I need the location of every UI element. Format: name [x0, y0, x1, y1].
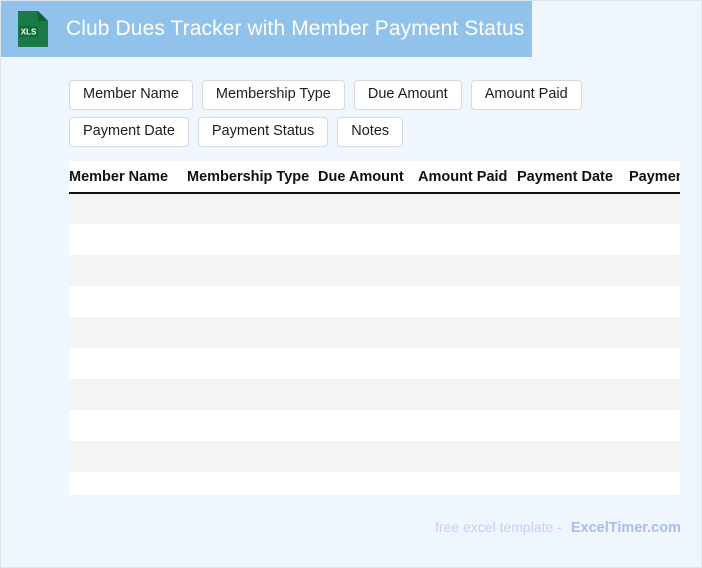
table-cell[interactable]	[517, 441, 629, 472]
table-cell[interactable]	[418, 224, 517, 255]
table-cell[interactable]	[418, 348, 517, 379]
tag-button-amount-paid[interactable]: Amount Paid	[470, 80, 582, 110]
tag-button-list: Member Name Membership Type Due Amount A…	[69, 80, 683, 147]
footer: free excel template - ExcelTimer.com	[435, 519, 681, 536]
table-cell[interactable]	[517, 193, 629, 224]
table-cell[interactable]	[187, 410, 318, 441]
tag-button-payment-date[interactable]: Payment Date	[69, 117, 189, 147]
table-cell[interactable]	[629, 379, 680, 410]
tag-button-membership-type[interactable]: Membership Type	[201, 80, 345, 110]
table-header: Member Name Membership Type Due Amount A…	[69, 161, 680, 194]
table-cell[interactable]	[318, 379, 418, 410]
table-cell[interactable]	[318, 317, 418, 348]
table-cell[interactable]	[318, 472, 418, 495]
table-cell[interactable]	[187, 348, 318, 379]
data-table-container: Member Name Membership Type Due Amount A…	[69, 161, 680, 495]
column-header-payment-date[interactable]: Payment Date	[517, 161, 629, 194]
tag-button-area: Member Name Membership Type Due Amount A…	[69, 80, 683, 147]
column-header-amount-paid[interactable]: Amount Paid	[418, 161, 517, 194]
table-cell[interactable]	[629, 255, 680, 286]
table-cell[interactable]	[69, 193, 187, 224]
tag-button-member-name[interactable]: Member Name	[69, 80, 193, 110]
table-cell[interactable]	[69, 379, 187, 410]
tag-button-due-amount[interactable]: Due Amount	[353, 80, 462, 110]
table-cell[interactable]	[187, 255, 318, 286]
table-cell[interactable]	[418, 379, 517, 410]
table-cell[interactable]	[187, 317, 318, 348]
table-row[interactable]	[69, 410, 680, 441]
table-cell[interactable]	[517, 379, 629, 410]
table-cell[interactable]	[69, 472, 187, 495]
table-cell[interactable]	[629, 286, 680, 317]
table-cell[interactable]	[69, 286, 187, 317]
table-cell[interactable]	[418, 410, 517, 441]
table-row[interactable]	[69, 472, 680, 495]
table-cell[interactable]	[517, 317, 629, 348]
table-cell[interactable]	[629, 441, 680, 472]
page-title: Club Dues Tracker with Member Payment St…	[66, 16, 525, 40]
table-cell[interactable]	[318, 224, 418, 255]
table-cell[interactable]	[318, 286, 418, 317]
table-cell[interactable]	[318, 410, 418, 441]
table-row[interactable]	[69, 317, 680, 348]
table-row[interactable]	[69, 224, 680, 255]
table-cell[interactable]	[318, 255, 418, 286]
table-header-row: Member Name Membership Type Due Amount A…	[69, 161, 680, 194]
xls-file-icon: XLS	[17, 10, 49, 48]
table-row[interactable]	[69, 255, 680, 286]
table-cell[interactable]	[629, 224, 680, 255]
table-cell[interactable]	[69, 441, 187, 472]
table-cell[interactable]	[69, 255, 187, 286]
column-header-due-amount[interactable]: Due Amount	[318, 161, 418, 194]
table-cell[interactable]	[629, 317, 680, 348]
xls-icon-label: XLS	[21, 27, 37, 36]
table-cell[interactable]	[187, 224, 318, 255]
footer-brand-link[interactable]: ExcelTimer.com	[570, 520, 681, 536]
table-cell[interactable]	[69, 317, 187, 348]
table-body	[69, 193, 680, 495]
table-cell[interactable]	[629, 193, 680, 224]
table-cell[interactable]	[629, 348, 680, 379]
table-row[interactable]	[69, 379, 680, 410]
table-cell[interactable]	[418, 441, 517, 472]
data-table: Member Name Membership Type Due Amount A…	[69, 161, 680, 495]
table-row[interactable]	[69, 441, 680, 472]
tag-button-notes[interactable]: Notes	[337, 117, 404, 147]
table-cell[interactable]	[318, 193, 418, 224]
footer-prefix-text: free excel template -	[434, 519, 562, 535]
table-cell[interactable]	[517, 472, 629, 495]
table-cell[interactable]	[418, 255, 517, 286]
table-cell[interactable]	[629, 410, 680, 441]
table-cell[interactable]	[517, 224, 629, 255]
table-cell[interactable]	[517, 410, 629, 441]
table-row[interactable]	[69, 348, 680, 379]
table-cell[interactable]	[69, 348, 187, 379]
table-cell[interactable]	[629, 472, 680, 495]
table-cell[interactable]	[187, 193, 318, 224]
table-cell[interactable]	[418, 193, 517, 224]
column-header-payment-status[interactable]: Payment Status	[629, 161, 680, 194]
header-bar: XLS Club Dues Tracker with Member Paymen…	[1, 1, 532, 57]
table-cell[interactable]	[318, 441, 418, 472]
table-cell[interactable]	[418, 286, 517, 317]
table-cell[interactable]	[187, 286, 318, 317]
table-cell[interactable]	[187, 379, 318, 410]
table-cell[interactable]	[69, 410, 187, 441]
table-cell[interactable]	[517, 255, 629, 286]
table-cell[interactable]	[517, 286, 629, 317]
table-cell[interactable]	[187, 441, 318, 472]
table-cell[interactable]	[418, 472, 517, 495]
column-header-member-name[interactable]: Member Name	[69, 161, 187, 194]
table-cell[interactable]	[69, 224, 187, 255]
table-cell[interactable]	[517, 348, 629, 379]
table-cell[interactable]	[187, 472, 318, 495]
table-cell[interactable]	[318, 348, 418, 379]
table-row[interactable]	[69, 286, 680, 317]
table-cell[interactable]	[418, 317, 517, 348]
table-row[interactable]	[69, 193, 680, 224]
tag-button-payment-status[interactable]: Payment Status	[197, 117, 329, 147]
column-header-membership-type[interactable]: Membership Type	[187, 161, 318, 194]
